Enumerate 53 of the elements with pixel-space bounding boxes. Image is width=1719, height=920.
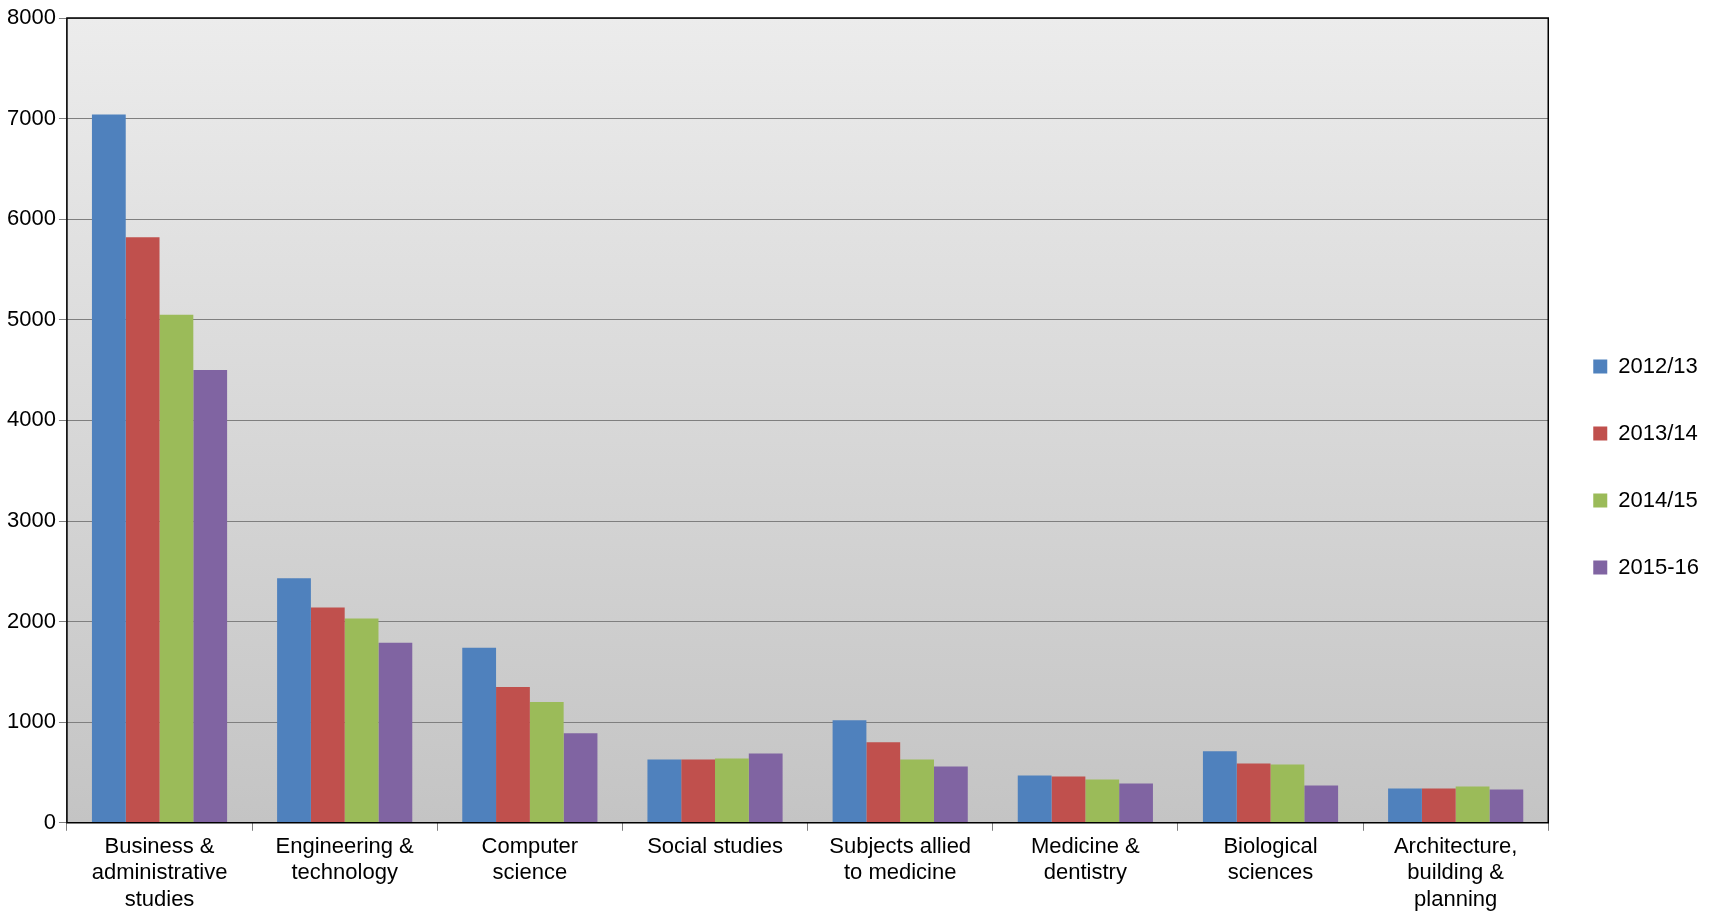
bar: [1421, 788, 1456, 823]
bar: [1051, 776, 1086, 823]
bar: [159, 314, 194, 823]
bar: [900, 759, 934, 823]
bar: [647, 759, 682, 823]
x-tick-label: Engineering & technology: [275, 833, 415, 885]
y-tick-label: 1000: [6, 708, 56, 734]
x-tick-label: Social studies: [647, 833, 783, 859]
bar: [1236, 763, 1271, 823]
y-tick-label: 0: [43, 808, 56, 834]
bar: [1489, 789, 1524, 823]
bar: [1270, 764, 1305, 823]
bar: [91, 114, 126, 823]
bar: [1085, 779, 1120, 823]
y-tick-label: 3000: [6, 507, 56, 533]
bar: [1119, 783, 1153, 823]
y-tick-label: 4000: [6, 406, 56, 432]
bar: [529, 702, 564, 823]
bar: [866, 742, 901, 823]
bar: [1388, 788, 1422, 823]
legend-label: 2014/15: [1618, 486, 1698, 512]
bar: [462, 647, 497, 823]
x-tick-label: Subjects allied to medicine: [829, 833, 972, 885]
bar: [563, 733, 598, 823]
bar: [1017, 775, 1052, 823]
bar: [193, 370, 228, 823]
bar: [832, 720, 867, 823]
y-tick-label: 7000: [6, 104, 56, 130]
y-tick-label: 5000: [6, 305, 56, 331]
x-tick-label: Architecture, building & planning: [1393, 833, 1518, 911]
y-tick-label: 6000: [6, 205, 56, 231]
bar: [681, 759, 716, 823]
x-tick-label: Biological sciences: [1223, 833, 1318, 885]
legend-label: 2015-16: [1618, 553, 1700, 579]
legend-label: 2013/14: [1618, 419, 1698, 445]
y-tick-label: 2000: [6, 607, 56, 633]
bar: [1202, 751, 1237, 823]
legend-label: 2012/13: [1618, 352, 1698, 378]
x-tick-label: Business & administrative studies: [91, 833, 228, 911]
bar: [1455, 786, 1490, 823]
bar: [933, 766, 968, 823]
bar: [378, 642, 413, 823]
bar: [715, 758, 749, 823]
bar: [310, 607, 345, 823]
bar: [344, 618, 379, 823]
bar: [277, 578, 311, 823]
y-tick-label: 8000: [6, 4, 56, 30]
bar: [1304, 785, 1339, 823]
x-tick-label: Computer science: [481, 833, 579, 885]
x-tick-label: Medicine & dentistry: [1030, 833, 1141, 885]
bar: [496, 686, 530, 823]
bar: [125, 237, 160, 823]
bar: [748, 753, 783, 823]
